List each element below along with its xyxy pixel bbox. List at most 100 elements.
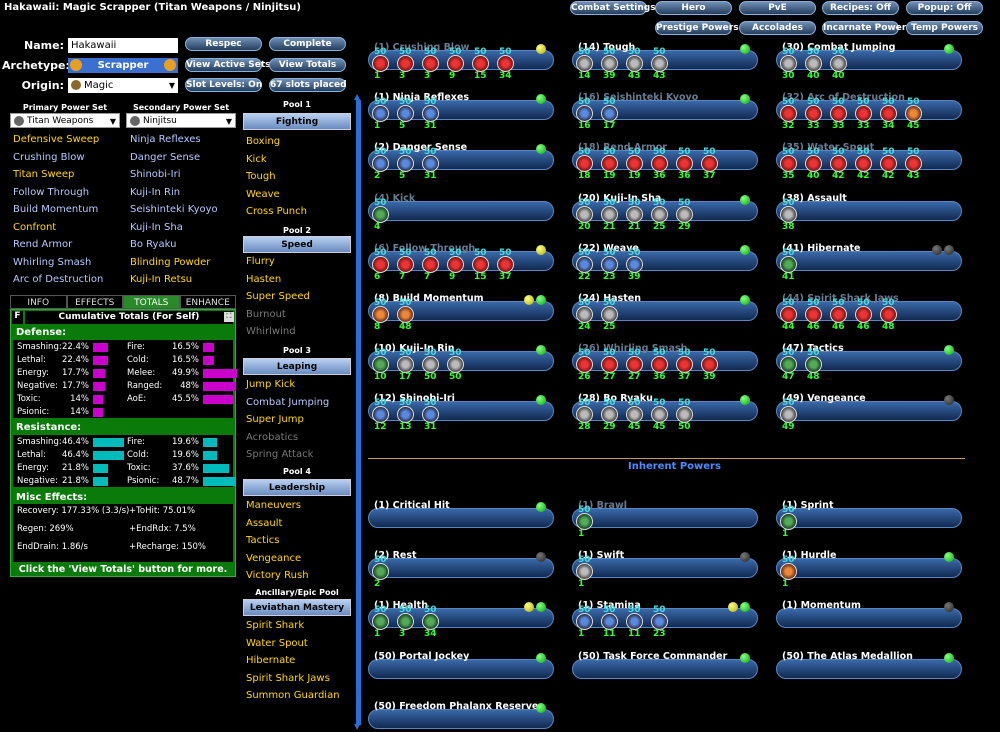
enhancement-icon[interactable] — [805, 105, 822, 123]
enhancement-icon[interactable] — [880, 105, 897, 123]
enhancement-icon[interactable] — [676, 205, 693, 223]
power-whirlwind[interactable]: Whirlwind — [246, 326, 296, 337]
enhancement-icon[interactable] — [780, 255, 797, 273]
enhancement-icon[interactable] — [601, 613, 618, 631]
power-kuji-in-sha[interactable]: Kuji-In Sha — [130, 221, 183, 233]
enhancement-icon[interactable] — [905, 155, 922, 173]
enhancement-icon[interactable] — [372, 155, 389, 173]
power-slot-bar[interactable] — [776, 658, 962, 679]
power-slot-bar[interactable] — [776, 558, 962, 579]
power-vengeance[interactable]: Vengeance — [246, 552, 302, 564]
enhancement-icon[interactable] — [651, 356, 668, 374]
power-cross-punch[interactable]: Cross Punch — [246, 206, 307, 217]
enhancement-icon[interactable] — [447, 356, 464, 374]
enhancement-icon[interactable] — [855, 105, 872, 123]
power-victory-rush[interactable]: Victory Rush — [246, 570, 309, 581]
slots-placed-button[interactable]: 67 slots placed — [269, 78, 347, 92]
enhancement-icon[interactable] — [576, 356, 593, 374]
enhancement-icon[interactable] — [397, 105, 414, 123]
enhancement-icon[interactable] — [397, 356, 414, 374]
enhancement-icon[interactable] — [780, 55, 797, 72]
accolades-button[interactable]: Accolades — [739, 21, 816, 35]
enhancement-icon[interactable] — [576, 563, 593, 581]
enhancement-icon[interactable] — [651, 205, 668, 223]
scroll-up-icon[interactable]: ▲ — [354, 92, 361, 101]
power-slot-bar[interactable] — [776, 250, 962, 271]
enhancement-icon[interactable] — [372, 55, 389, 72]
enhancement-icon[interactable] — [780, 563, 797, 581]
pool-select-fighting[interactable]: Fighting — [243, 113, 351, 130]
power-hasten[interactable]: Hasten — [246, 273, 282, 285]
enhancement-icon[interactable] — [397, 306, 414, 323]
power-slot-bar[interactable] — [368, 558, 554, 579]
power-assault[interactable]: Assault — [246, 517, 283, 529]
enhancement-icon[interactable] — [626, 55, 643, 72]
power-tough[interactable]: Tough — [246, 171, 276, 182]
enhancement-icon[interactable] — [676, 356, 693, 374]
enhancement-icon[interactable] — [780, 205, 797, 223]
tab-effects[interactable]: EFFECTS — [66, 295, 123, 309]
enhancement-icon[interactable] — [780, 155, 797, 173]
power-shinobi-iri[interactable]: Shinobi-Iri — [130, 169, 181, 180]
power-combat-jumping[interactable]: Combat Jumping — [246, 396, 330, 408]
power-hibernate[interactable]: Hibernate — [246, 655, 296, 666]
power-slot-bar[interactable] — [572, 250, 758, 271]
power-slot-bar[interactable] — [776, 508, 962, 528]
power-spirit-shark-jaws[interactable]: Spirit Shark Jaws — [246, 672, 330, 684]
enhancement-icon[interactable] — [780, 105, 797, 123]
pve-button[interactable]: PvE — [739, 1, 816, 15]
enhancement-icon[interactable] — [830, 55, 847, 72]
enhancement-icon[interactable] — [651, 613, 668, 631]
enhancement-icon[interactable] — [651, 155, 668, 173]
power-whirling-smash[interactable]: Whirling Smash — [13, 256, 92, 268]
hero-button[interactable]: Hero — [655, 1, 732, 15]
enhancement-icon[interactable] — [576, 613, 593, 631]
power-kuji-in-rin[interactable]: Kuji-In Rin — [130, 186, 181, 198]
power-slot-bar[interactable] — [368, 508, 554, 528]
power-bo-ryaku[interactable]: Bo Ryaku — [130, 239, 177, 250]
enhancement-icon[interactable] — [576, 105, 593, 123]
power-spring-attack[interactable]: Spring Attack — [246, 449, 314, 460]
power-crushing-blow[interactable]: Crushing Blow — [13, 151, 85, 163]
enhancement-icon[interactable] — [855, 306, 872, 323]
enhancement-icon[interactable] — [601, 105, 618, 123]
combat-settings-button[interactable]: Combat Settings — [570, 1, 656, 15]
temp-powers-button[interactable]: Temp Powers — [906, 21, 983, 35]
enhancement-icon[interactable] — [651, 406, 668, 424]
power-build-momentum[interactable]: Build Momentum — [13, 204, 99, 215]
enhancement-icon[interactable] — [372, 105, 389, 123]
vertical-scrollbar[interactable]: ▲ ▼ — [354, 92, 361, 731]
enhancement-icon[interactable] — [422, 613, 439, 631]
power-water-spout[interactable]: Water Spout — [246, 637, 308, 649]
enhancement-icon[interactable] — [626, 205, 643, 223]
power-slot-bar[interactable] — [368, 658, 554, 679]
enhancement-icon[interactable] — [372, 205, 389, 223]
enhancement-icon[interactable] — [422, 55, 439, 72]
origin-select[interactable]: Magic ▼ — [68, 78, 178, 93]
power-maneuvers[interactable]: Maneuvers — [246, 500, 301, 511]
incarnate-powers-button[interactable]: Incarnate Powers — [822, 21, 912, 35]
enhancement-icon[interactable] — [905, 105, 922, 123]
power-danger-sense[interactable]: Danger Sense — [130, 151, 201, 163]
enhancement-icon[interactable] — [626, 406, 643, 424]
power-follow-through[interactable]: Follow Through — [13, 186, 90, 198]
power-tactics[interactable]: Tactics — [246, 535, 280, 546]
pool-select-leadership[interactable]: Leadership — [243, 479, 351, 496]
power-titan-sweep[interactable]: Titan Sweep — [13, 169, 75, 180]
enhancement-icon[interactable] — [372, 613, 389, 631]
enhancement-icon[interactable] — [676, 155, 693, 173]
power-rend-armor[interactable]: Rend Armor — [13, 239, 73, 250]
enhancement-icon[interactable] — [601, 55, 618, 72]
enhancement-icon[interactable] — [472, 55, 489, 72]
power-slot-bar[interactable] — [368, 301, 554, 321]
power-kuji-in-retsu[interactable]: Kuji-In Retsu — [130, 274, 193, 285]
slot-levels-button[interactable]: Slot Levels: On — [185, 78, 263, 92]
recipes-button[interactable]: Recipes: Off — [822, 1, 899, 15]
enhancement-icon[interactable] — [576, 55, 593, 72]
enhancement-icon[interactable] — [576, 155, 593, 173]
enhancement-icon[interactable] — [422, 155, 439, 173]
archetype-prev-icon[interactable] — [70, 59, 82, 71]
tab-totals[interactable]: TOTALS — [123, 295, 180, 309]
enhancement-icon[interactable] — [880, 155, 897, 173]
enhancement-icon[interactable] — [780, 306, 797, 323]
